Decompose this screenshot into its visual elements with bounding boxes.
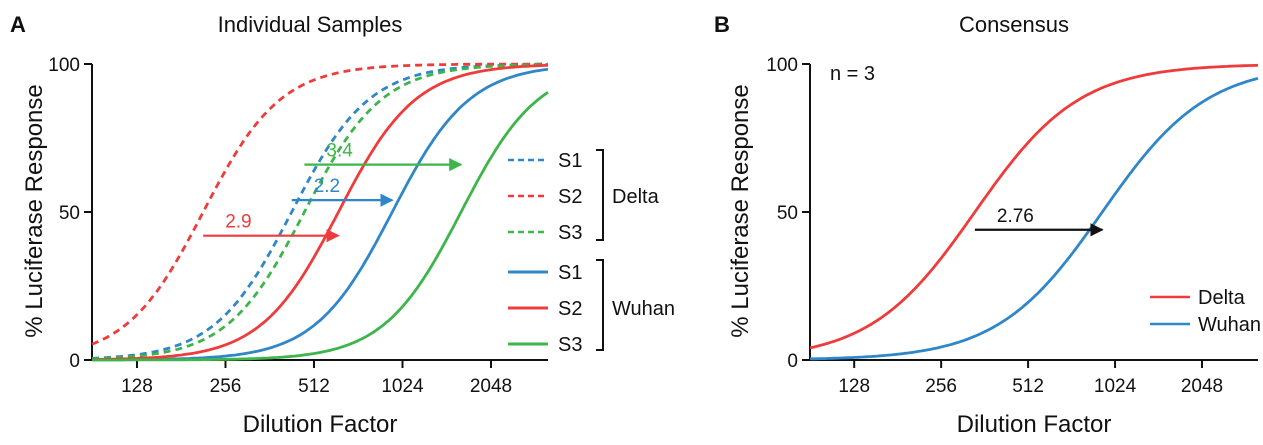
x-tick-label: 2048 (1181, 376, 1223, 397)
panel-b: B Consensus % Luciferase Response Diluti… (714, 12, 1261, 438)
series-line-wuhan-s1 (92, 67, 549, 362)
y-tick-label: 0 (69, 351, 80, 372)
x-tick-label: 128 (121, 376, 153, 397)
x-tick-label: 256 (210, 376, 242, 397)
y-tick-label: 100 (48, 55, 80, 76)
panel-b-sample-count: n = 3 (830, 63, 875, 85)
legend-label-wuhan-s2: S2 (558, 298, 582, 320)
panel-a: A Individual Samples % Luciferase Respon… (10, 12, 675, 438)
fold-change-label: 2.2 (314, 176, 340, 197)
panel-letter-b: B (714, 12, 730, 37)
series-line-wuhan (809, 76, 1259, 361)
panel-a-y-axis-label: % Luciferase Response (21, 84, 48, 337)
legend-label-delta-s3: S3 (558, 222, 582, 244)
series-line-delta-s3 (91, 63, 549, 361)
x-tick-label: 512 (298, 376, 330, 397)
series-line-delta-s2 (91, 62, 548, 346)
legend-bracket-delta (596, 149, 604, 241)
x-tick-label: 512 (1012, 376, 1044, 397)
y-tick-label: 50 (59, 203, 80, 224)
legend-group-label-delta: Delta (612, 186, 660, 208)
panel-b-x-axis-label: Dilution Factor (957, 411, 1112, 438)
fold-change-label: 2.9 (225, 212, 251, 233)
y-tick-label: 100 (766, 55, 798, 76)
legend-label-delta-s2: S2 (558, 186, 582, 208)
panel-a-legend: S1 S2 S3 Delta S1 S2 S3 Wuhan (508, 149, 675, 356)
fold-change-label: 2.76 (997, 206, 1034, 227)
panel-letter-a: A (10, 12, 26, 37)
legend-bracket-wuhan (596, 259, 604, 351)
series-line-wuhan-s3 (92, 91, 549, 362)
legend-label-delta-s1: S1 (558, 150, 582, 172)
x-tick-label: 1024 (381, 376, 424, 397)
legend-label-wuhan-s1: S1 (558, 262, 582, 284)
y-tick-label: 0 (787, 351, 798, 372)
panel-a-title: Individual Samples (218, 12, 403, 37)
x-tick-label: 256 (925, 376, 957, 397)
x-tick-label: 2048 (470, 376, 512, 397)
legend-label-wuhan: Wuhan (1198, 314, 1261, 336)
y-tick-label: 50 (777, 203, 798, 224)
panel-a-x-axis-label: Dilution Factor (243, 411, 398, 438)
fold-change-label: 3.4 (326, 141, 353, 162)
panel-b-y-axis-label: % Luciferase Response (727, 84, 754, 337)
legend-label-wuhan-s3: S3 (558, 334, 582, 356)
series-line-delta (809, 63, 1259, 350)
series-line-delta-s1 (91, 63, 548, 360)
legend-label-delta: Delta (1198, 287, 1246, 309)
panel-b-legend: Delta Wuhan (1150, 287, 1261, 336)
legend-group-label-wuhan: Wuhan (612, 298, 675, 320)
x-tick-label: 128 (838, 376, 870, 397)
series-line-wuhan-s2 (92, 63, 549, 361)
panel-b-title: Consensus (959, 12, 1069, 37)
x-tick-label: 1024 (1094, 376, 1137, 397)
